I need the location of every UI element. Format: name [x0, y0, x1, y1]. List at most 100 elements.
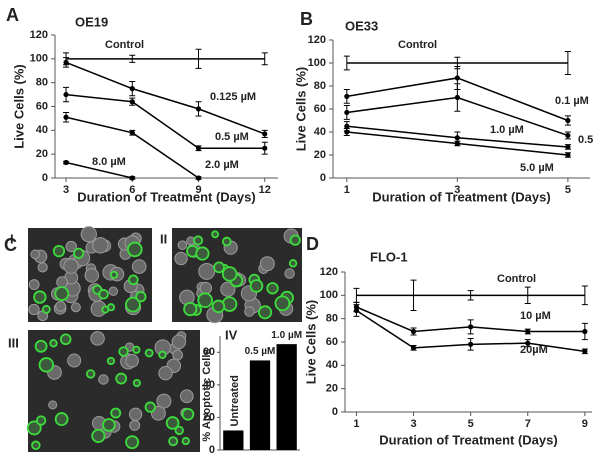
apoptotic-cell: [49, 339, 58, 348]
y-tick-label: 20: [203, 411, 215, 423]
panel-label: D: [306, 234, 319, 254]
cell: [92, 237, 109, 254]
x-tick-label: 9: [195, 184, 201, 196]
apoptotic-cell: [54, 412, 69, 427]
error-bar: [195, 48, 202, 69]
bar: [223, 430, 244, 450]
y-tick-label: 0: [209, 444, 215, 456]
cell: [90, 331, 105, 346]
cell: [84, 268, 100, 283]
data-point: [129, 130, 135, 136]
data-point: [262, 131, 268, 137]
series-label: 2.0 µM: [205, 159, 239, 171]
cell: [128, 407, 143, 421]
apoptotic-cell: [158, 350, 167, 359]
category-label: Untreated: [229, 375, 241, 426]
apoptotic-cell: [59, 333, 72, 346]
apoptotic-cell: [38, 357, 54, 373]
series-label: 0.1 µM: [555, 95, 589, 107]
apoptotic-cell: [110, 407, 122, 419]
category-label: 1.0 µM: [271, 330, 302, 341]
apoptotic-cell: [258, 305, 273, 320]
y-tick-label: 80: [314, 80, 326, 92]
apoptotic-cell: [102, 418, 116, 432]
cell: [37, 262, 48, 273]
apoptotic-cell: [221, 236, 232, 247]
apoptotic-cell: [115, 372, 128, 385]
x-tick-label: 7: [525, 418, 531, 430]
cell: [198, 262, 216, 280]
y-axis-label: % Apoptotic Cells: [201, 348, 213, 441]
data-point: [468, 324, 474, 330]
data-point: [195, 175, 202, 181]
x-tick-label: 1: [353, 418, 359, 430]
apoptotic-cell: [181, 436, 190, 446]
panel-label: C: [4, 235, 17, 255]
apoptotic-cell: [132, 378, 141, 388]
y-tick-label: 100: [30, 53, 48, 65]
apoptotic-cell: [211, 299, 226, 314]
apoptotic-cell: [41, 304, 51, 314]
x-tick-label: 3: [63, 184, 69, 196]
cell: [67, 353, 82, 368]
cell: [55, 300, 67, 312]
apoptotic-cell: [91, 428, 106, 443]
data-point: [129, 86, 135, 92]
apoptotic-cell: [33, 290, 47, 304]
data-point: [525, 340, 531, 346]
apoptotic-cell: [26, 420, 42, 436]
data-point: [454, 140, 460, 147]
y-axis-label: Live Cells (%): [303, 300, 318, 385]
cell: [244, 306, 255, 317]
cell: [125, 353, 139, 368]
cell: [171, 334, 187, 350]
y-tick-label: 0: [332, 406, 338, 418]
data-point: [129, 175, 135, 181]
cell: [28, 279, 40, 291]
error-bar: [343, 55, 350, 71]
cell: [174, 251, 188, 266]
apoptotic-cell: [144, 348, 154, 358]
cell: [156, 393, 172, 409]
series-label: 8.0 µM: [92, 156, 126, 168]
apoptotic-cell: [85, 369, 96, 379]
x-tick-label: 1: [344, 184, 350, 196]
y-tick-label: 100: [320, 289, 338, 301]
apoptotic-cell: [106, 303, 116, 312]
chart-title: FLO-1: [370, 249, 408, 264]
series-label: Control: [105, 39, 144, 51]
cell: [30, 249, 40, 260]
apoptotic-cell: [193, 235, 204, 246]
error-bar: [564, 51, 571, 75]
x-axis-label: Duration of Treatment (Days): [379, 432, 557, 447]
y-tick-label: 120: [308, 34, 326, 46]
micrograph: [26, 330, 200, 452]
apoptotic-cell: [195, 246, 210, 261]
apoptotic-cell: [181, 407, 195, 421]
bar: [276, 344, 297, 450]
apoptotic-cell: [197, 292, 213, 309]
apoptotic-cell: [125, 435, 140, 450]
data-point: [454, 94, 460, 101]
apoptotic-cell: [125, 296, 141, 313]
data-point: [582, 328, 588, 335]
x-tick-label: 5: [565, 184, 571, 196]
series-label: 0.5 µM: [215, 131, 249, 143]
error-bar: [129, 54, 136, 63]
cell: [80, 226, 97, 243]
data-point: [565, 144, 571, 150]
series-line: [65, 93, 265, 149]
y-tick-label: 40: [36, 124, 48, 136]
apoptotic-cell: [73, 247, 85, 259]
apoptotic-cell: [144, 401, 156, 413]
apoptotic-cell: [135, 291, 147, 303]
data-point: [195, 145, 202, 151]
chart-title: OE19: [75, 14, 108, 29]
x-tick-label: 6: [129, 184, 135, 196]
series-label: 20µM: [520, 344, 548, 356]
y-axis-label: Live Cells (%): [11, 64, 26, 149]
y-tick-label: 0: [320, 172, 326, 184]
y-tick-label: 60: [36, 100, 48, 112]
